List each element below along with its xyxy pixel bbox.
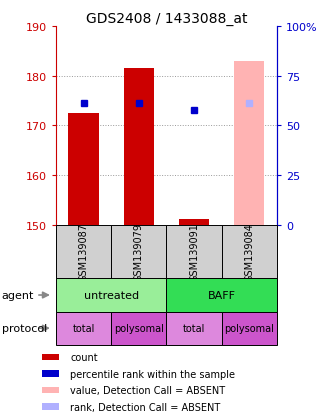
- Bar: [42, 354, 59, 361]
- Bar: [179, 219, 209, 225]
- Text: percentile rank within the sample: percentile rank within the sample: [70, 369, 236, 379]
- Text: agent: agent: [2, 290, 34, 300]
- Text: BAFF: BAFF: [208, 290, 236, 300]
- Bar: [111, 312, 166, 345]
- Title: GDS2408 / 1433088_at: GDS2408 / 1433088_at: [86, 12, 247, 26]
- Text: GSM139091: GSM139091: [189, 223, 199, 281]
- Text: protocol: protocol: [2, 323, 47, 333]
- Bar: [166, 312, 222, 345]
- Bar: [222, 312, 277, 345]
- Bar: [124, 69, 154, 225]
- Text: GSM139087: GSM139087: [79, 223, 89, 281]
- Bar: [234, 62, 264, 225]
- Bar: [166, 279, 277, 312]
- Text: polysomal: polysomal: [114, 323, 164, 333]
- Bar: [111, 225, 166, 279]
- Bar: [42, 387, 59, 393]
- Text: polysomal: polysomal: [224, 323, 274, 333]
- Text: value, Detection Call = ABSENT: value, Detection Call = ABSENT: [70, 385, 226, 395]
- Text: rank, Detection Call = ABSENT: rank, Detection Call = ABSENT: [70, 401, 221, 412]
- Bar: [222, 225, 277, 279]
- Text: total: total: [183, 323, 205, 333]
- Bar: [166, 225, 222, 279]
- Bar: [56, 225, 111, 279]
- Bar: [68, 114, 99, 225]
- Text: GSM139084: GSM139084: [244, 223, 254, 281]
- Bar: [56, 312, 111, 345]
- Bar: [56, 279, 166, 312]
- Text: GSM139079: GSM139079: [134, 223, 144, 281]
- Text: total: total: [72, 323, 95, 333]
- Bar: [42, 404, 59, 410]
- Text: count: count: [70, 352, 98, 362]
- Bar: [42, 370, 59, 377]
- Text: untreated: untreated: [84, 290, 139, 300]
